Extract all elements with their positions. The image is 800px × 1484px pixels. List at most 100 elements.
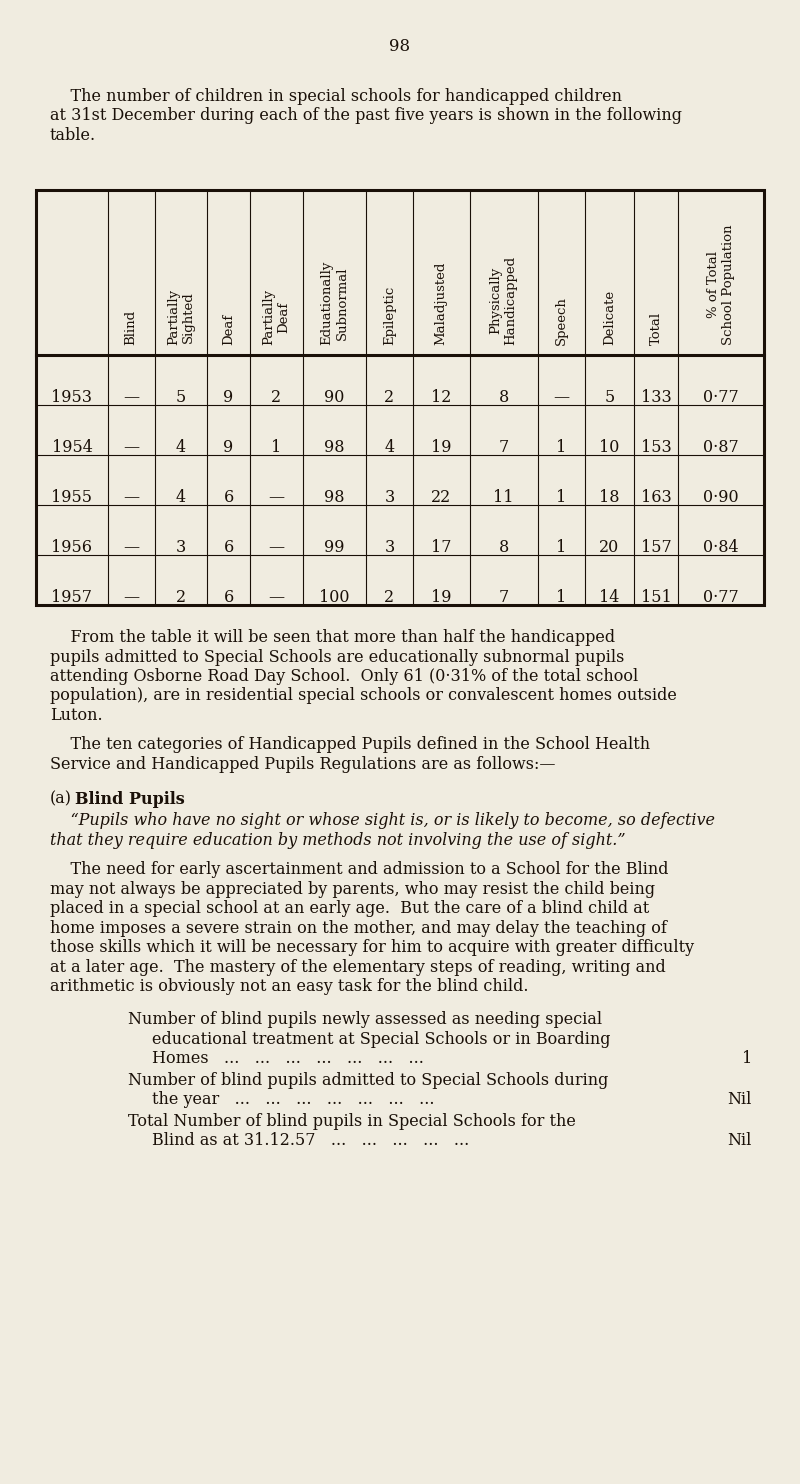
Text: —: — [123, 389, 139, 407]
Text: 1: 1 [742, 1051, 752, 1067]
Text: 3: 3 [176, 539, 186, 556]
Text: 17: 17 [431, 539, 451, 556]
Text: 98: 98 [390, 39, 410, 55]
Text: 1956: 1956 [51, 539, 93, 556]
Text: 11: 11 [494, 490, 514, 506]
Text: 0·77: 0·77 [703, 389, 739, 407]
Text: 4: 4 [176, 439, 186, 456]
Text: “Pupils who have no sight or whose sight is, or is likely to become, so defectiv: “Pupils who have no sight or whose sight… [50, 812, 715, 830]
Text: 1954: 1954 [51, 439, 93, 456]
Text: 98: 98 [324, 439, 345, 456]
Text: —: — [123, 439, 139, 456]
Text: 5: 5 [604, 389, 614, 407]
Text: —: — [123, 490, 139, 506]
Text: 20: 20 [599, 539, 620, 556]
Text: educational treatment at Special Schools or in Boarding: educational treatment at Special Schools… [152, 1031, 610, 1048]
Text: Partially
Deaf: Partially Deaf [262, 289, 290, 344]
Text: The number of children in special schools for handicapped children: The number of children in special school… [50, 88, 622, 105]
Text: placed in a special school at an early age.  But the care of a blind child at: placed in a special school at an early a… [50, 901, 650, 917]
Text: 133: 133 [641, 389, 671, 407]
Text: 9: 9 [223, 439, 234, 456]
Text: 0·77: 0·77 [703, 589, 739, 605]
Text: 6: 6 [223, 539, 234, 556]
Text: 2: 2 [384, 389, 394, 407]
Text: Total: Total [650, 312, 662, 344]
Text: home imposes a severe strain on the mother, and may delay the teaching of: home imposes a severe strain on the moth… [50, 920, 667, 936]
Text: those skills which it will be necessary for him to acquire with greater difficul: those skills which it will be necessary … [50, 939, 694, 956]
Text: —: — [268, 539, 284, 556]
Text: % of Total
School Population: % of Total School Population [707, 224, 735, 344]
Text: Blind as at 31.12.57   ...   ...   ...   ...   ...: Blind as at 31.12.57 ... ... ... ... ... [152, 1132, 470, 1149]
Text: 1: 1 [271, 439, 282, 456]
Text: 98: 98 [324, 490, 345, 506]
Text: 8: 8 [498, 389, 509, 407]
Text: Partially
Sighted: Partially Sighted [167, 289, 195, 344]
Text: 2: 2 [176, 589, 186, 605]
Text: 0·84: 0·84 [703, 539, 739, 556]
Text: 8: 8 [498, 539, 509, 556]
Text: 19: 19 [431, 439, 451, 456]
Text: Physically
Handicapped: Physically Handicapped [490, 255, 518, 344]
Text: Number of blind pupils admitted to Special Schools during: Number of blind pupils admitted to Speci… [128, 1071, 608, 1089]
Text: The ten categories of Handicapped Pupils defined in the School Health: The ten categories of Handicapped Pupils… [50, 736, 650, 754]
Text: —: — [123, 539, 139, 556]
Text: —: — [268, 490, 284, 506]
Text: Maladjusted: Maladjusted [434, 261, 448, 344]
Text: Epileptic: Epileptic [383, 286, 396, 344]
Text: Eduationally
Subnormal: Eduationally Subnormal [320, 261, 348, 344]
Text: 157: 157 [641, 539, 671, 556]
Text: the year   ...   ...   ...   ...   ...   ...   ...: the year ... ... ... ... ... ... ... [152, 1091, 434, 1109]
Text: 18: 18 [599, 490, 620, 506]
Text: at a later age.  The mastery of the elementary steps of reading, writing and: at a later age. The mastery of the eleme… [50, 959, 666, 975]
Text: 6: 6 [223, 589, 234, 605]
Bar [36, 190, 764, 605]
Text: Service and Handicapped Pupils Regulations are as follows:—: Service and Handicapped Pupils Regulatio… [50, 755, 555, 773]
Text: 2: 2 [384, 589, 394, 605]
Text: that they require education by methods not involving the use of sight.”: that they require education by methods n… [50, 833, 626, 849]
Text: 1957: 1957 [51, 589, 93, 605]
Text: 3: 3 [384, 490, 394, 506]
Text: 7: 7 [498, 439, 509, 456]
Text: Deaf: Deaf [222, 313, 235, 344]
Text: 9: 9 [223, 389, 234, 407]
Text: 12: 12 [431, 389, 451, 407]
Text: —: — [554, 389, 570, 407]
Text: 1955: 1955 [51, 490, 93, 506]
Text: 10: 10 [599, 439, 620, 456]
Text: 1: 1 [556, 539, 566, 556]
Text: table.: table. [50, 128, 96, 144]
Text: 7: 7 [498, 589, 509, 605]
Text: Nil: Nil [728, 1091, 752, 1109]
Text: 0·87: 0·87 [703, 439, 739, 456]
Text: Blind Pupils: Blind Pupils [75, 791, 185, 807]
Text: 1: 1 [556, 490, 566, 506]
Text: 1: 1 [556, 439, 566, 456]
Text: 163: 163 [641, 490, 671, 506]
Text: arithmetic is obviously not an easy task for the blind child.: arithmetic is obviously not an easy task… [50, 978, 529, 996]
Text: 151: 151 [641, 589, 671, 605]
Text: attending Osborne Road Day School.  Only 61 (0·31% of the total school: attending Osborne Road Day School. Only … [50, 668, 638, 686]
Text: 6: 6 [223, 490, 234, 506]
Text: 4: 4 [384, 439, 394, 456]
Text: 5: 5 [176, 389, 186, 407]
Text: Nil: Nil [728, 1132, 752, 1149]
Text: 90: 90 [324, 389, 345, 407]
Text: 99: 99 [324, 539, 345, 556]
Text: Number of blind pupils newly assessed as needing special: Number of blind pupils newly assessed as… [128, 1011, 602, 1028]
Text: 153: 153 [641, 439, 671, 456]
Text: 100: 100 [319, 589, 350, 605]
Text: —: — [268, 589, 284, 605]
Text: —: — [123, 589, 139, 605]
Text: 1953: 1953 [51, 389, 93, 407]
Text: From the table it will be seen that more than half the handicapped: From the table it will be seen that more… [50, 629, 615, 646]
Text: 14: 14 [599, 589, 620, 605]
Text: Total Number of blind pupils in Special Schools for the: Total Number of blind pupils in Special … [128, 1113, 576, 1129]
Text: Homes   ...   ...   ...   ...   ...   ...   ...: Homes ... ... ... ... ... ... ... [152, 1051, 424, 1067]
Text: Luton.: Luton. [50, 706, 102, 724]
Text: pupils admitted to Special Schools are educationally subnormal pupils: pupils admitted to Special Schools are e… [50, 649, 624, 665]
Text: The need for early ascertainment and admission to a School for the Blind: The need for early ascertainment and adm… [50, 861, 669, 879]
Text: 0·90: 0·90 [703, 490, 739, 506]
Text: at 31st December during each of the past five years is shown in the following: at 31st December during each of the past… [50, 107, 682, 125]
Text: 19: 19 [431, 589, 451, 605]
Text: 1: 1 [556, 589, 566, 605]
